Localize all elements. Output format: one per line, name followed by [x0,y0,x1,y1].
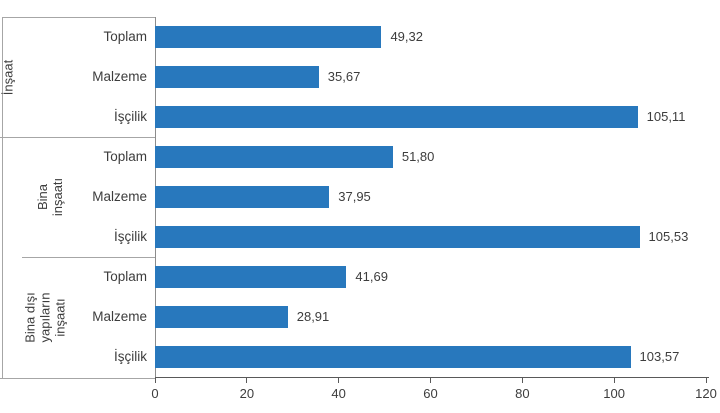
category-label: Toplam [103,269,147,284]
bar-value-label: 51,80 [401,149,435,164]
bar-value-label: 37,95 [338,189,371,204]
x-axis-tick-label: 0 [151,386,159,401]
x-axis-tick-label: 80 [515,386,530,401]
category-label: Malzeme [92,309,147,324]
x-axis-tick [430,377,431,383]
bar-i̇şçilik [155,226,640,248]
bar-value-label: 49,32 [390,29,423,44]
bar-malzeme [155,306,288,328]
category-label: İşçilik [114,349,147,364]
bar-toplam [155,26,382,48]
bar-value-label: 41,69 [355,269,388,284]
bar-malzeme [155,186,330,208]
category-label: Toplam [103,29,147,44]
group-divider-line [22,257,155,258]
bar-value-label: 35,67 [327,69,361,84]
category-label: İşçilik [114,229,147,244]
bar-value-label: 105,11 [646,109,686,124]
x-axis-tick [613,377,615,383]
category-label: İşçilik [114,109,147,124]
x-axis-tick-label: 20 [239,386,255,401]
x-axis-tick [705,377,707,383]
category-box-left-border [2,17,3,378]
x-axis-tick [338,377,340,383]
bar-value-label: 28,91 [296,309,330,324]
category-box-top-border [2,17,155,18]
x-axis-tick [521,377,523,383]
x-axis-tick-label: 60 [423,386,438,401]
category-box-bottom-border [0,378,155,379]
x-axis-tick-label: 40 [331,386,346,401]
bar-toplam [155,266,347,288]
bar-malzeme [155,66,319,88]
x-axis-tick-label: 100 [603,386,625,401]
bar-value-label: 105,53 [648,229,689,244]
bar-i̇şçilik [155,346,631,368]
bar-toplam [155,146,393,168]
bar-i̇şçilik [155,106,638,128]
bar-value-label: 103,57 [639,349,680,364]
category-label: Malzeme [92,69,147,84]
value-axis-line [155,377,709,378]
category-label: Malzeme [92,189,147,204]
x-axis-tick-label: 120 [695,386,717,401]
group-divider-line [0,137,155,138]
category-label: Toplam [103,149,147,164]
x-axis-tick [246,377,248,383]
x-axis-tick [154,377,156,383]
